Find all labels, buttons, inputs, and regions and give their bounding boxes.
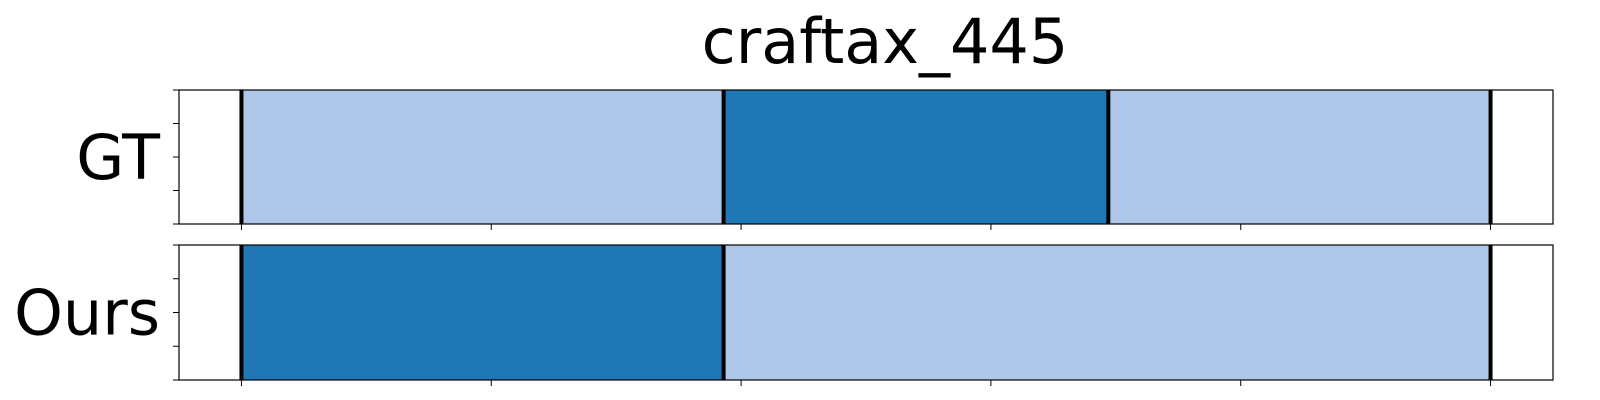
row-label-ours: Ours bbox=[14, 277, 160, 350]
chart-title: craftax_445 bbox=[702, 5, 1069, 78]
segment-gt-2 bbox=[1108, 90, 1491, 224]
segment-ours-1 bbox=[723, 245, 1491, 380]
segment-gt-1 bbox=[723, 90, 1109, 224]
segment-ours-0 bbox=[241, 245, 724, 380]
row-label-gt: GT bbox=[76, 121, 161, 194]
segment-gt-0 bbox=[241, 90, 724, 224]
chart-rows: GT Ours bbox=[14, 89, 1554, 386]
